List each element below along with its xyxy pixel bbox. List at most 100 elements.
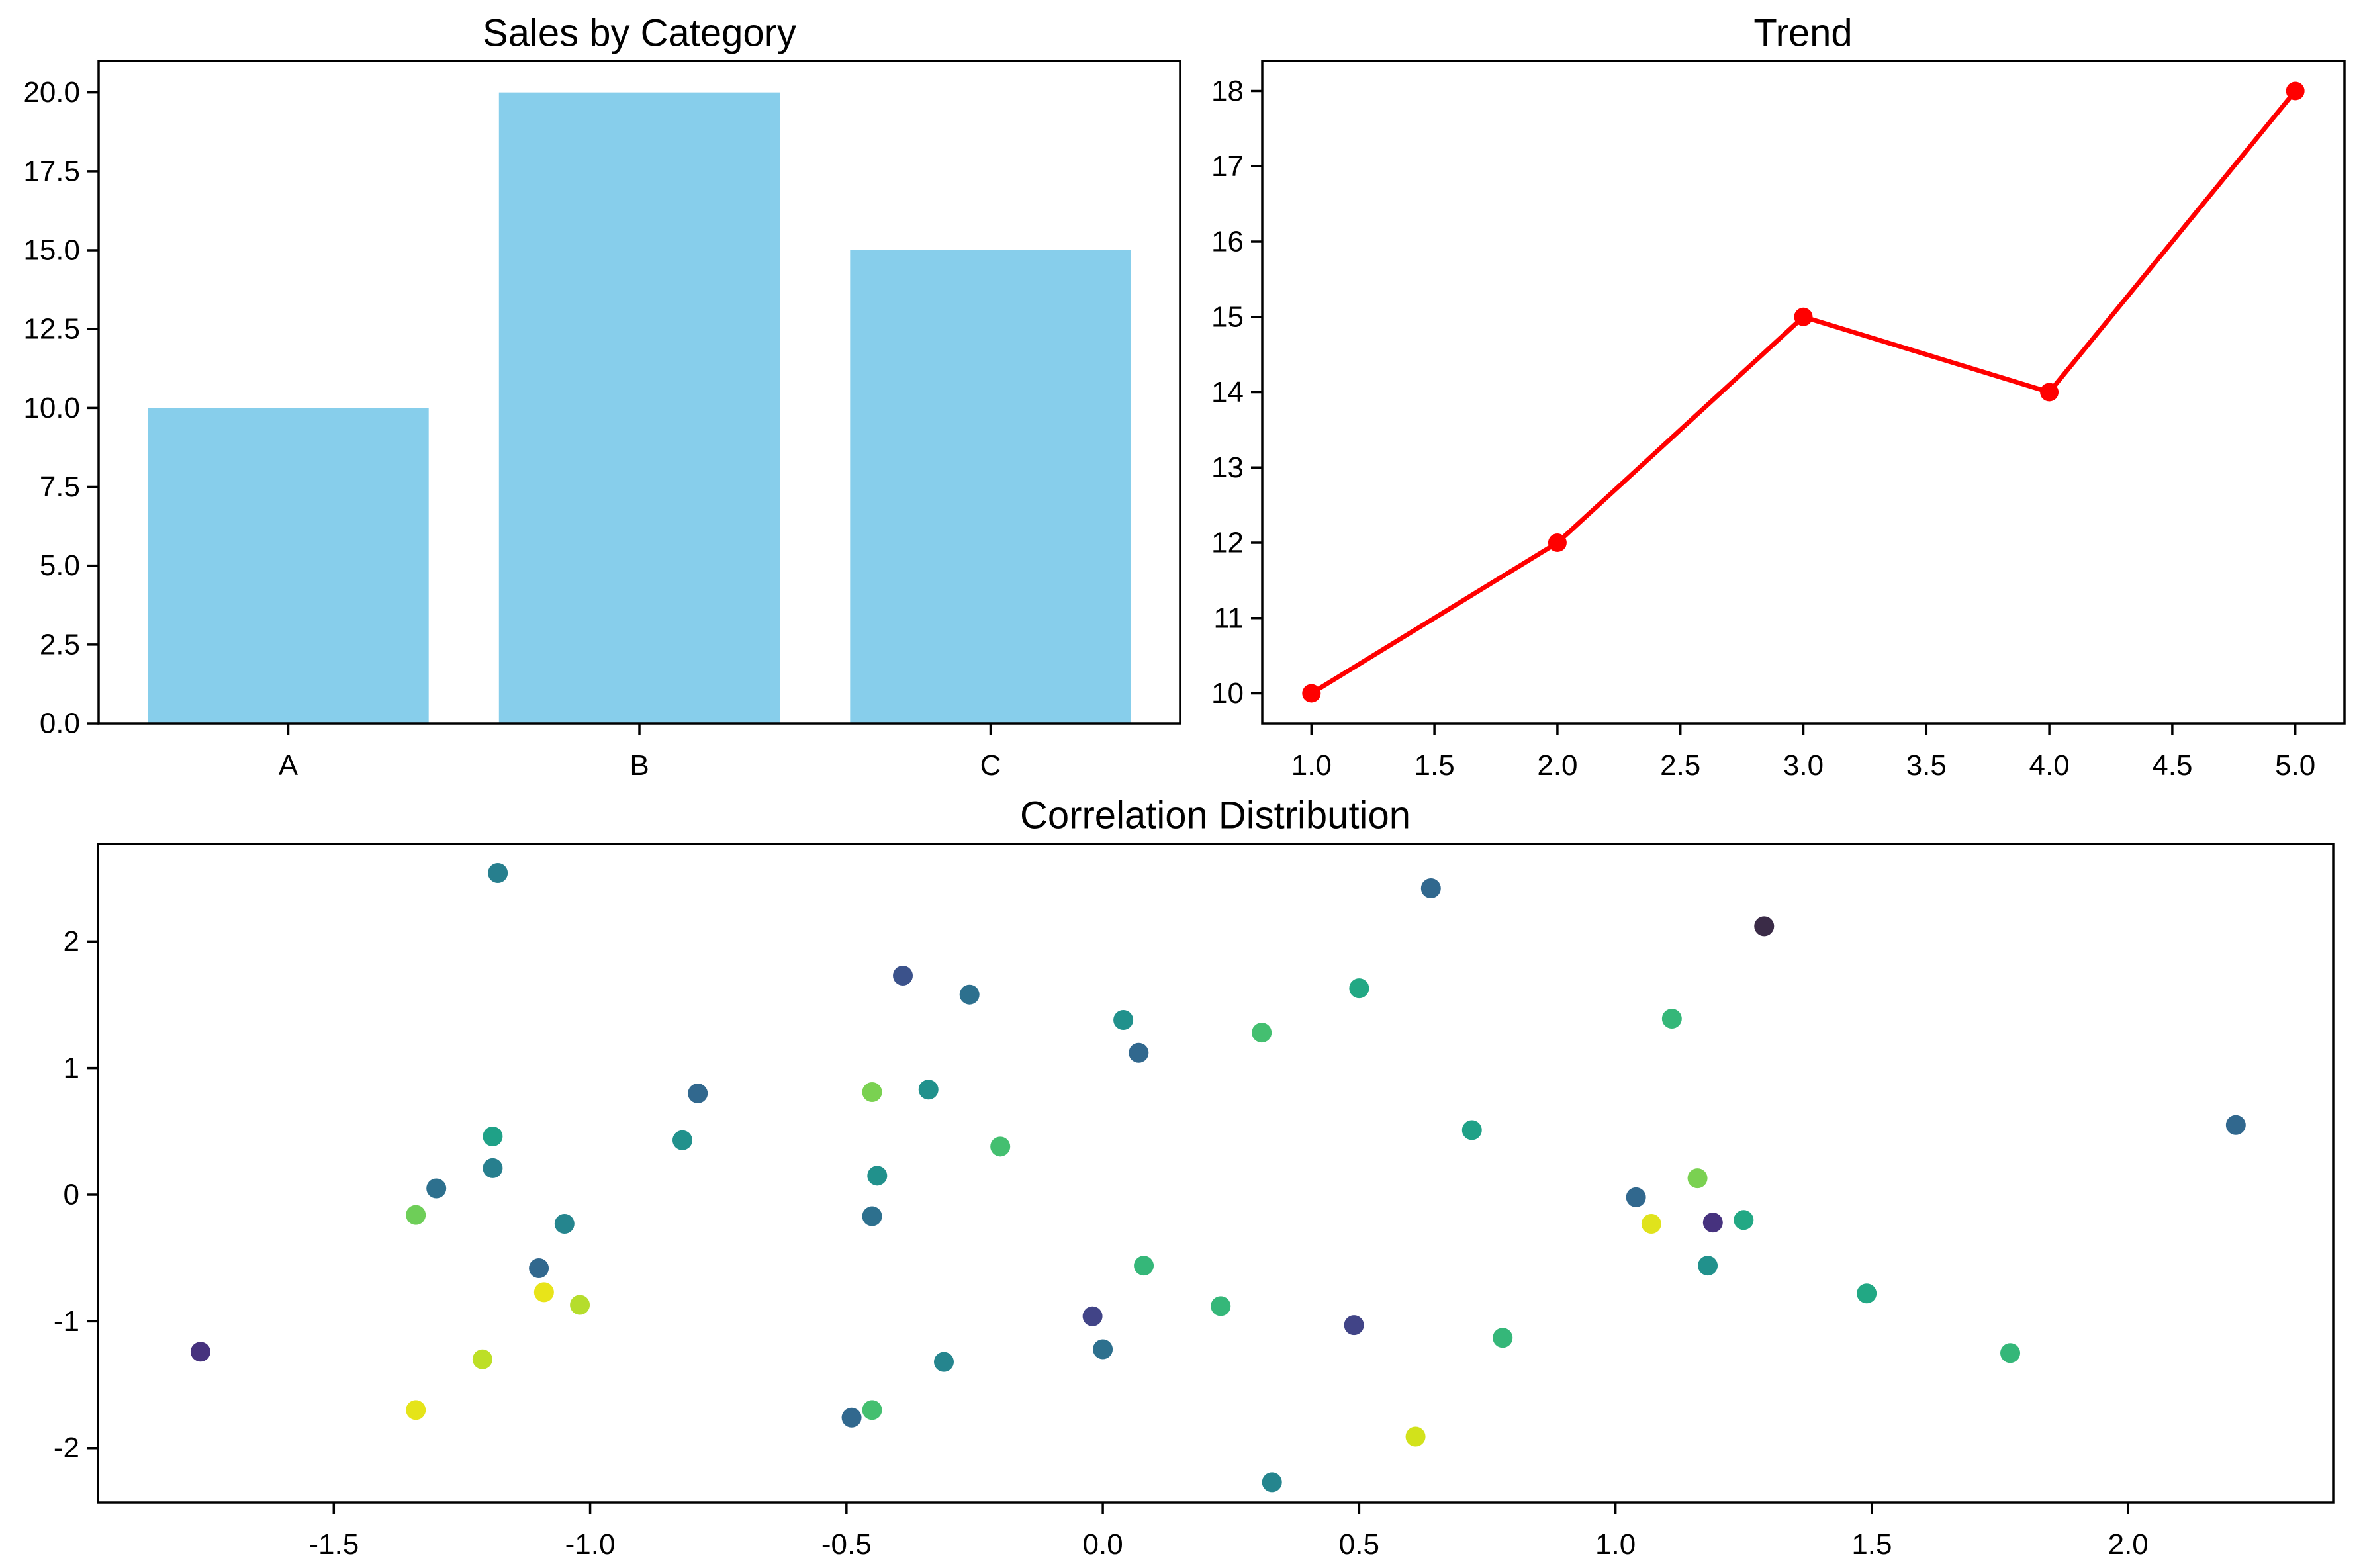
scatter-x-tick-label: 2.0: [2108, 1528, 2149, 1561]
scatter-point: [570, 1295, 590, 1315]
bar-y-tick-label: 5.0: [40, 549, 80, 582]
scatter-point: [862, 1206, 882, 1226]
scatter-point: [554, 1214, 575, 1234]
scatter-point: [1641, 1214, 1661, 1234]
trend-x-tick-label: 5.0: [2275, 749, 2315, 782]
trend-marker: [1794, 307, 1813, 326]
bar-y-tick-label: 10.0: [23, 392, 80, 424]
scatter-point: [1113, 1009, 1134, 1030]
trend-x-tick-label: 4.5: [2152, 749, 2192, 782]
trend-marker: [2040, 383, 2059, 402]
trend-marker: [1548, 533, 1567, 552]
bar-y-tick-label: 0.0: [40, 708, 80, 740]
scatter-point: [1134, 1256, 1154, 1276]
scatter-point: [688, 1083, 708, 1103]
scatter-point: [1687, 1168, 1708, 1189]
scatter-point: [1857, 1283, 1877, 1304]
scatter-point: [190, 1342, 210, 1362]
scatter-point: [1211, 1296, 1231, 1316]
scatter-point: [959, 984, 980, 1005]
trend-x-tick-label: 3.5: [1906, 749, 1947, 782]
scatter-point: [529, 1258, 549, 1279]
scatter-point: [483, 1127, 503, 1147]
scatter-point: [1661, 1009, 1682, 1029]
bar-chart: A B C 0.0 2.5 5.0 7.5 10.0 12.5 15.0 17.5 20.0: [23, 60, 1182, 782]
scatter-point: [918, 1080, 939, 1100]
trend-x-tick-label: 1.5: [1414, 749, 1455, 782]
scatter-point: [1129, 1042, 1149, 1063]
scatter-point: [488, 863, 508, 884]
scatter-point: [483, 1158, 503, 1178]
scatter-point: [1093, 1339, 1113, 1360]
scatter-point: [1420, 878, 1441, 898]
trend-y-tick-label: 11: [1213, 602, 1244, 634]
trend-x-tick-label: 4.0: [2029, 749, 2070, 782]
scatter-x-tick-label: -1.0: [565, 1528, 616, 1561]
scatter-x-tick-label: -0.5: [821, 1528, 872, 1561]
trend-y-tick-label: 13: [1211, 451, 1244, 484]
scatter-chart-title: Correlation Distribution: [1020, 794, 1411, 837]
bar-A: [148, 408, 429, 723]
scatter-point: [841, 1407, 862, 1428]
bar-x-tick-label: B: [629, 749, 649, 782]
scatter-point: [1698, 1256, 1718, 1276]
scatter-y-tick-label: -2: [54, 1432, 79, 1464]
scatter-point: [1626, 1187, 1646, 1207]
bar-chart-title: Sales by Category: [483, 11, 796, 55]
trend-y-tick-label: 16: [1211, 226, 1244, 258]
trend-y-tick-label: 10: [1211, 677, 1244, 710]
bar-y-tick-label: 12.5: [23, 313, 80, 346]
scatter-y-tick-label: 0: [64, 1179, 79, 1211]
trend-y-tick-label: 15: [1211, 300, 1244, 333]
bar-B: [498, 92, 780, 723]
bar-y-tick-label: 17.5: [23, 155, 80, 187]
scatter-y-tick-label: -1: [54, 1305, 79, 1338]
scatter-point: [862, 1400, 882, 1420]
trend-marker: [2286, 81, 2305, 101]
trend-x-tick-label: 3.0: [1783, 749, 1824, 782]
scatter-x-tick-label: 0.5: [1339, 1528, 1379, 1561]
scatter-point: [2000, 1343, 2021, 1363]
scatter-point: [533, 1282, 554, 1303]
trend-y-tick-label: 12: [1211, 527, 1244, 559]
trend-y-tick-label: 17: [1211, 150, 1244, 183]
scatter-point: [472, 1349, 492, 1369]
scatter-point: [1493, 1328, 1513, 1348]
scatter-point: [406, 1205, 426, 1225]
scatter-point: [893, 966, 913, 986]
scatter-point: [426, 1178, 447, 1199]
scatter-point: [2225, 1115, 2246, 1135]
scatter-point: [1734, 1210, 1754, 1230]
scatter-point: [1082, 1306, 1103, 1326]
bar-x-tick-label: A: [279, 749, 299, 782]
scatter-point: [1754, 916, 1775, 937]
scatter-point: [1344, 1315, 1364, 1336]
trend-line: [1310, 89, 2297, 696]
scatter-y-tick-label: 2: [64, 925, 79, 958]
scatter-point: [672, 1130, 692, 1150]
scatter-point: [1349, 978, 1369, 999]
bar-C: [850, 250, 1131, 723]
bar-y-tick-label: 15.0: [23, 234, 80, 267]
scatter-point: [1461, 1120, 1482, 1140]
trend-x-tick-label: 2.0: [1537, 749, 1577, 782]
scatter-y-tick-label: 1: [64, 1052, 79, 1084]
scatter-x-tick-label: 0.0: [1083, 1528, 1123, 1561]
bar-x-tick-label: C: [980, 749, 1001, 782]
scatter-point: [867, 1166, 888, 1186]
bar-y-tick-label: 2.5: [40, 628, 80, 661]
scatter-x-tick-label: 1.5: [1851, 1528, 1892, 1561]
trend-x-tick-label: 2.5: [1660, 749, 1700, 782]
bar-y-tick-label: 20.0: [23, 76, 80, 109]
scatter-point: [862, 1082, 882, 1103]
line-chart: 1.0 1.5 2.0 2.5 3.0 3.5 4.0 4.5 5.0 10 11 12 13 14 15 1…: [1211, 60, 2346, 782]
trend-y-tick-label: 14: [1211, 376, 1244, 408]
scatter-point: [990, 1136, 1011, 1157]
scatter-point: [406, 1400, 426, 1420]
scatter-x-tick-label: -1.5: [308, 1528, 359, 1561]
scatter-axes-spines: [97, 843, 2335, 1504]
scatter-point: [1252, 1023, 1272, 1043]
bar-y-tick-label: 7.5: [40, 471, 80, 503]
